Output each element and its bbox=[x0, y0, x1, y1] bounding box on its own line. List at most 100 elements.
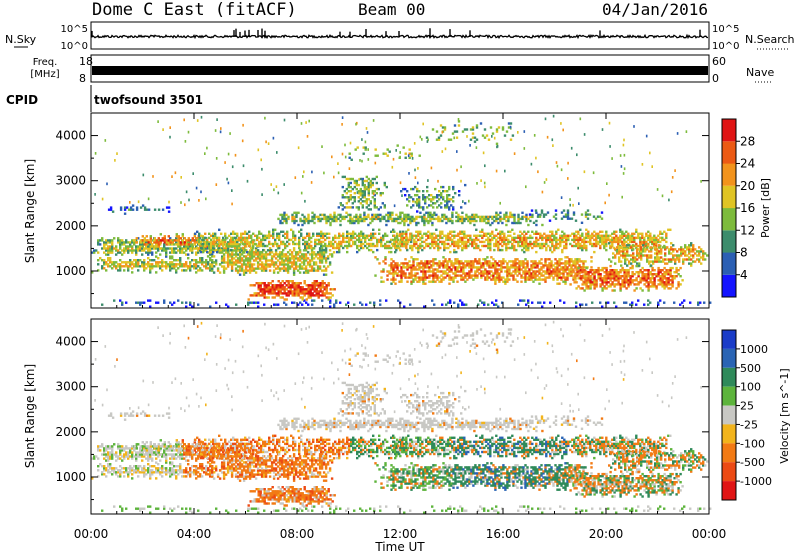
power-cell bbox=[460, 260, 463, 263]
power-cell bbox=[267, 284, 270, 287]
power-cell bbox=[446, 190, 449, 193]
power-cell bbox=[299, 296, 302, 299]
power-cell bbox=[432, 280, 435, 283]
power-cell bbox=[323, 294, 326, 297]
power-cell bbox=[642, 248, 645, 251]
power-cell bbox=[449, 301, 452, 304]
power-cell bbox=[564, 268, 567, 271]
power-cell bbox=[565, 242, 568, 246]
power-cell bbox=[523, 215, 526, 219]
power-cell bbox=[437, 234, 440, 237]
power-cell bbox=[349, 194, 352, 197]
power-cell bbox=[448, 206, 451, 209]
power-cell bbox=[554, 258, 557, 261]
power-cell bbox=[91, 271, 94, 274]
power-cell bbox=[489, 234, 492, 237]
power-cell bbox=[486, 260, 489, 263]
power-cell bbox=[674, 262, 677, 265]
power-cell bbox=[638, 254, 641, 257]
power-cell bbox=[291, 284, 294, 287]
power-cell bbox=[560, 258, 563, 261]
power-cell bbox=[551, 240, 554, 244]
power-cell bbox=[645, 240, 648, 244]
power-cell bbox=[101, 239, 104, 242]
power-cell bbox=[544, 272, 547, 275]
power-cell bbox=[647, 281, 650, 284]
power-cell bbox=[476, 266, 479, 269]
power-cell bbox=[329, 217, 332, 221]
power-cell bbox=[275, 286, 278, 289]
power-cell bbox=[519, 240, 522, 244]
power-cell bbox=[575, 230, 578, 233]
power-cell bbox=[597, 271, 600, 274]
power-cell bbox=[361, 206, 364, 209]
power-cell bbox=[459, 215, 462, 219]
power-cell bbox=[294, 251, 298, 254]
power-cell bbox=[546, 272, 549, 275]
power-cell bbox=[328, 232, 331, 235]
power-cell bbox=[502, 262, 505, 265]
power-cell bbox=[325, 286, 328, 289]
power-cell bbox=[318, 267, 322, 270]
power-cell bbox=[501, 240, 504, 244]
power-cell bbox=[535, 250, 538, 254]
power-cell bbox=[401, 236, 404, 240]
power-cell bbox=[406, 266, 409, 269]
power-cell bbox=[595, 232, 598, 235]
power-cell bbox=[149, 265, 152, 268]
power-cell bbox=[615, 279, 618, 282]
power-cell bbox=[153, 265, 156, 268]
power-cell bbox=[251, 249, 254, 252]
power-cell bbox=[189, 247, 192, 250]
power-cell bbox=[293, 290, 296, 293]
power-cell bbox=[240, 232, 243, 235]
power-cell bbox=[248, 251, 252, 254]
power-cell bbox=[236, 271, 240, 274]
power-cell bbox=[369, 183, 372, 187]
power-cell bbox=[464, 202, 467, 205]
power-cell bbox=[374, 236, 377, 240]
power-cell bbox=[260, 253, 264, 256]
power-cell bbox=[489, 240, 492, 244]
power-cell bbox=[277, 286, 280, 289]
power-cell bbox=[442, 270, 445, 273]
power-cell bbox=[262, 234, 265, 237]
power-cell bbox=[463, 303, 466, 306]
power-cell bbox=[297, 294, 300, 297]
power-cell bbox=[534, 274, 537, 277]
power-cell bbox=[477, 244, 480, 248]
power-cell bbox=[555, 242, 558, 246]
power-cell bbox=[220, 261, 224, 264]
power-cell bbox=[432, 274, 435, 277]
power-cell bbox=[643, 240, 646, 244]
power-cell bbox=[212, 244, 215, 248]
power-cell bbox=[357, 208, 360, 211]
power-cell bbox=[451, 213, 454, 217]
power-cell bbox=[157, 245, 160, 248]
power-cell bbox=[522, 262, 525, 265]
power-cell bbox=[332, 251, 336, 254]
power-cell bbox=[319, 290, 322, 293]
power-cell bbox=[597, 232, 600, 235]
power-cell bbox=[460, 266, 463, 269]
power-cell bbox=[531, 301, 534, 304]
power-cell bbox=[298, 265, 302, 268]
power-cell bbox=[464, 276, 467, 279]
power-cell bbox=[257, 305, 260, 308]
power-cell bbox=[448, 270, 451, 273]
power-cell bbox=[521, 248, 524, 252]
power-cell bbox=[392, 280, 395, 283]
power-cell bbox=[159, 243, 162, 246]
power-cell bbox=[441, 303, 444, 306]
power-cell bbox=[562, 268, 565, 271]
power-cell bbox=[353, 196, 356, 199]
power-cell bbox=[524, 278, 527, 281]
power-cell bbox=[254, 257, 258, 260]
power-cell bbox=[159, 233, 162, 236]
power-cell bbox=[208, 246, 211, 250]
power-cell bbox=[305, 292, 308, 295]
power-cell bbox=[473, 217, 476, 221]
power-cell bbox=[244, 263, 248, 266]
power-cell bbox=[523, 246, 526, 250]
power-cell bbox=[366, 242, 369, 246]
